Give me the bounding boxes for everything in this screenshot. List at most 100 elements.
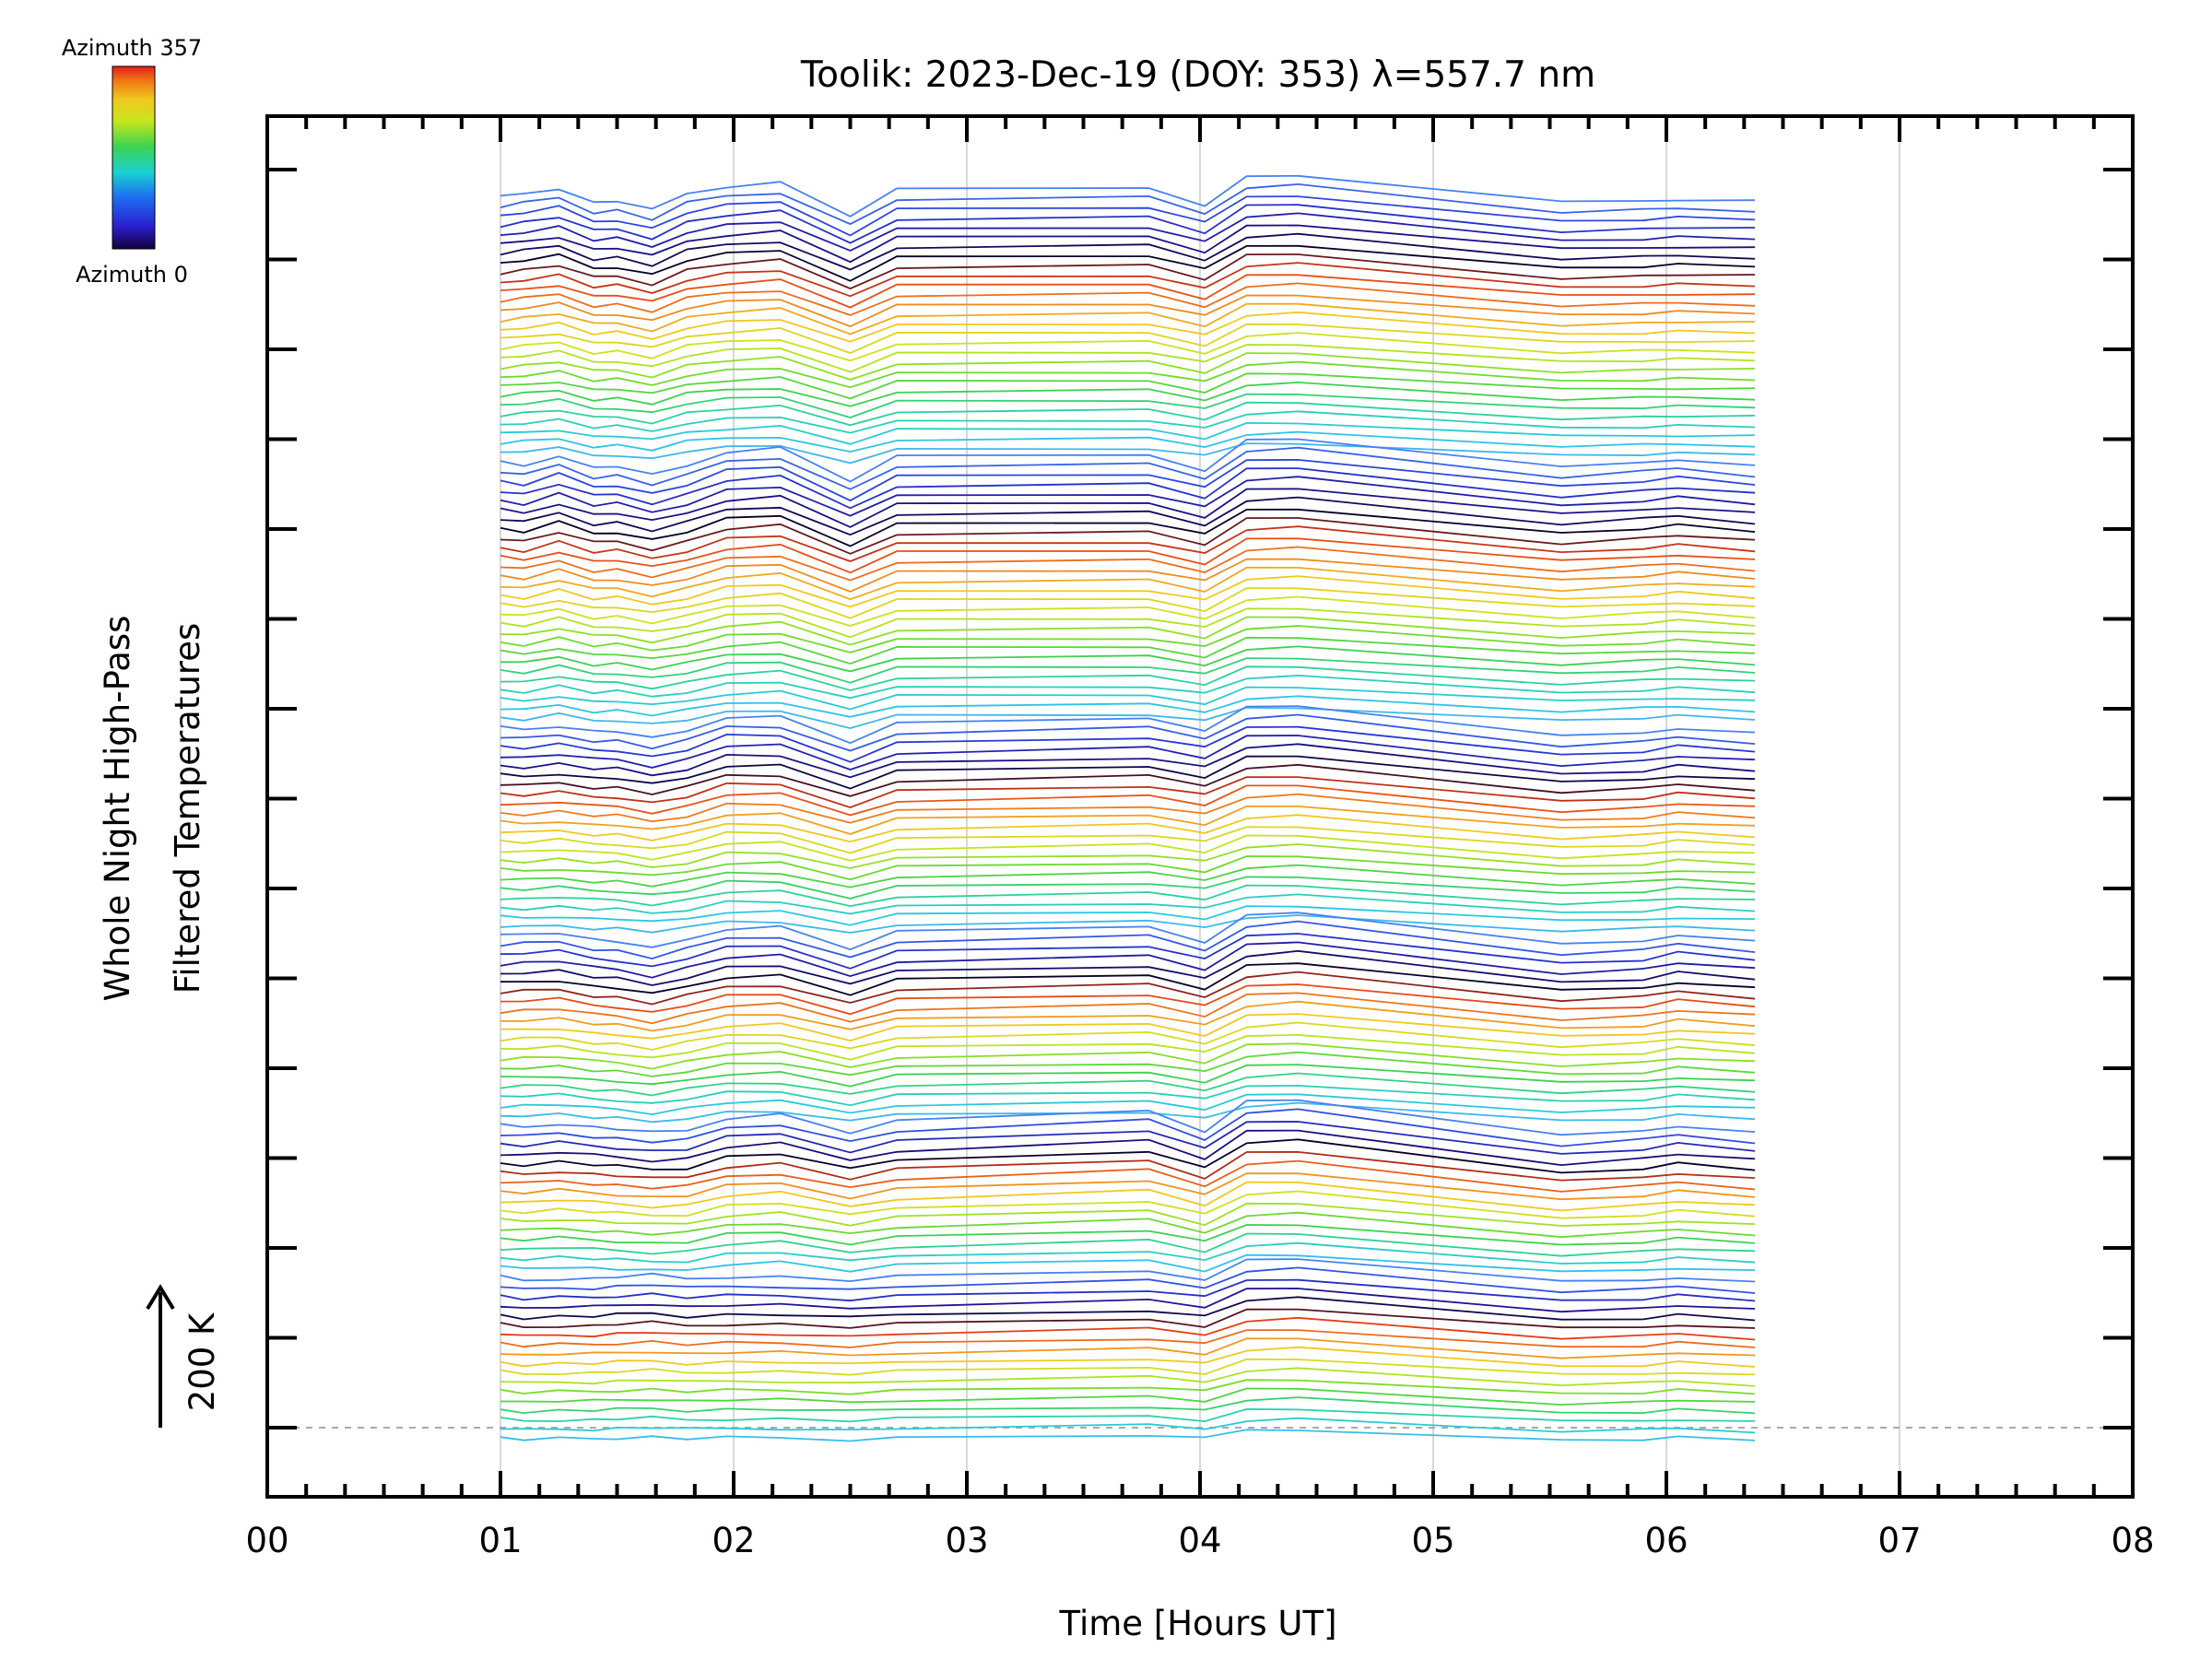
series-line xyxy=(500,575,1756,608)
series-line xyxy=(500,776,1756,809)
axis-ticks xyxy=(265,116,2135,1497)
series-line xyxy=(500,467,1756,510)
chart-title: Toolik: 2023-Dec-19 (DOY: 353) λ=557.7 n… xyxy=(800,54,1595,96)
series-line xyxy=(500,1129,1756,1167)
colorbar-bottom-label: Azimuth 0 xyxy=(76,262,188,288)
series-line xyxy=(500,232,1756,271)
series-line xyxy=(500,1190,1756,1219)
series-line xyxy=(500,1101,1756,1124)
series-line xyxy=(500,1042,1756,1070)
series-line xyxy=(500,224,1756,264)
series-line xyxy=(500,558,1756,593)
series-line xyxy=(500,1181,1756,1212)
series-line xyxy=(500,920,1756,960)
series-line xyxy=(500,1093,1756,1116)
series-line xyxy=(500,1396,1756,1415)
series-line xyxy=(500,1329,1756,1348)
colorbar-gradient xyxy=(112,65,156,250)
series-line xyxy=(500,713,1756,752)
series-line xyxy=(500,1407,1756,1423)
series-line xyxy=(500,1232,1756,1257)
series-line xyxy=(500,686,1756,711)
series-line xyxy=(500,1296,1756,1322)
series-line xyxy=(500,393,1756,418)
series-line xyxy=(500,282,1756,316)
series-line xyxy=(500,410,1756,434)
series-line xyxy=(500,636,1756,665)
series-line xyxy=(500,360,1756,389)
series-line xyxy=(500,438,1756,483)
series-line xyxy=(500,983,1756,1016)
series-line xyxy=(500,645,1756,673)
series-line xyxy=(500,855,1756,881)
series-line xyxy=(500,933,1756,970)
series-line xyxy=(500,1379,1756,1395)
series-line xyxy=(500,1072,1756,1097)
series-line xyxy=(500,546,1756,582)
colorbar-top-label: Azimuth 357 xyxy=(62,35,202,61)
series-line xyxy=(500,992,1756,1025)
series-line xyxy=(500,1051,1756,1077)
x-tick-label: 03 xyxy=(945,1521,988,1560)
series-line xyxy=(500,805,1756,835)
series-line xyxy=(500,864,1756,888)
x-tick-labels: 00 01 02 03 04 05 06 07 08 xyxy=(245,1521,2154,1560)
series-line xyxy=(500,352,1756,381)
series-line xyxy=(500,763,1756,797)
series-line xyxy=(500,1084,1756,1107)
series-line xyxy=(500,488,1756,528)
series-line xyxy=(500,1121,1756,1155)
series-line xyxy=(500,253,1756,290)
series-line xyxy=(500,814,1756,843)
series-line xyxy=(500,1021,1756,1051)
series-line xyxy=(500,174,1756,218)
series-line xyxy=(500,372,1756,400)
series-line xyxy=(500,725,1756,763)
series-line xyxy=(500,826,1756,854)
series-line xyxy=(500,884,1756,908)
series-line xyxy=(500,1308,1756,1329)
scale-label: 200 K xyxy=(182,1312,222,1411)
grid xyxy=(500,116,1900,1497)
series-line xyxy=(500,1000,1756,1032)
series-line xyxy=(500,446,1756,490)
series-line xyxy=(500,971,1756,1006)
series-line xyxy=(500,1108,1756,1147)
series-line xyxy=(500,421,1756,445)
series-line xyxy=(500,1211,1756,1239)
series-line xyxy=(500,294,1756,328)
series-line xyxy=(500,893,1756,915)
x-axis-label: Time [Hours UT] xyxy=(1058,1604,1336,1643)
series-line xyxy=(500,1138,1756,1174)
series-line xyxy=(500,212,1756,252)
scale-arrow xyxy=(146,1284,175,1428)
series-line xyxy=(500,755,1756,790)
series-line xyxy=(500,302,1756,335)
series-line xyxy=(500,912,1756,951)
series-line xyxy=(500,244,1756,282)
series-line xyxy=(500,1241,1756,1265)
series-line xyxy=(500,517,1756,555)
series-line xyxy=(500,876,1756,900)
series-line xyxy=(500,537,1756,574)
series-group xyxy=(500,174,1756,1442)
series-line xyxy=(500,695,1756,718)
series-line xyxy=(500,262,1756,298)
series-line xyxy=(500,595,1756,627)
series-line xyxy=(500,941,1756,979)
series-line xyxy=(500,1266,1756,1294)
x-tick-label: 02 xyxy=(712,1521,755,1560)
x-tick-label: 07 xyxy=(1877,1521,1921,1560)
series-line xyxy=(500,182,1756,226)
series-line xyxy=(500,962,1756,996)
x-tick-label: 04 xyxy=(1178,1521,1221,1560)
x-tick-label: 08 xyxy=(2111,1521,2154,1560)
colorbar: Azimuth 357 Azimuth 0 xyxy=(62,35,202,288)
series-line xyxy=(500,1387,1756,1406)
series-line xyxy=(500,476,1756,517)
series-line xyxy=(500,674,1756,700)
series-line xyxy=(500,525,1756,562)
series-line xyxy=(500,496,1756,536)
y-axis-label-line1: Whole Night High-Pass xyxy=(98,616,137,1002)
series-line xyxy=(500,1033,1756,1061)
